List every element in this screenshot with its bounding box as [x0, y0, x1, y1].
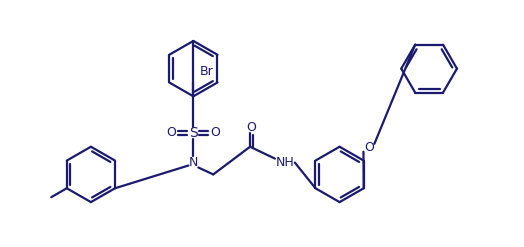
Text: S: S [189, 126, 198, 140]
Text: Br: Br [199, 64, 213, 78]
Text: NH: NH [276, 156, 294, 169]
Text: O: O [365, 141, 374, 154]
Text: N: N [189, 156, 198, 169]
Text: O: O [210, 126, 220, 139]
Text: O: O [246, 122, 256, 134]
Text: O: O [167, 126, 177, 139]
